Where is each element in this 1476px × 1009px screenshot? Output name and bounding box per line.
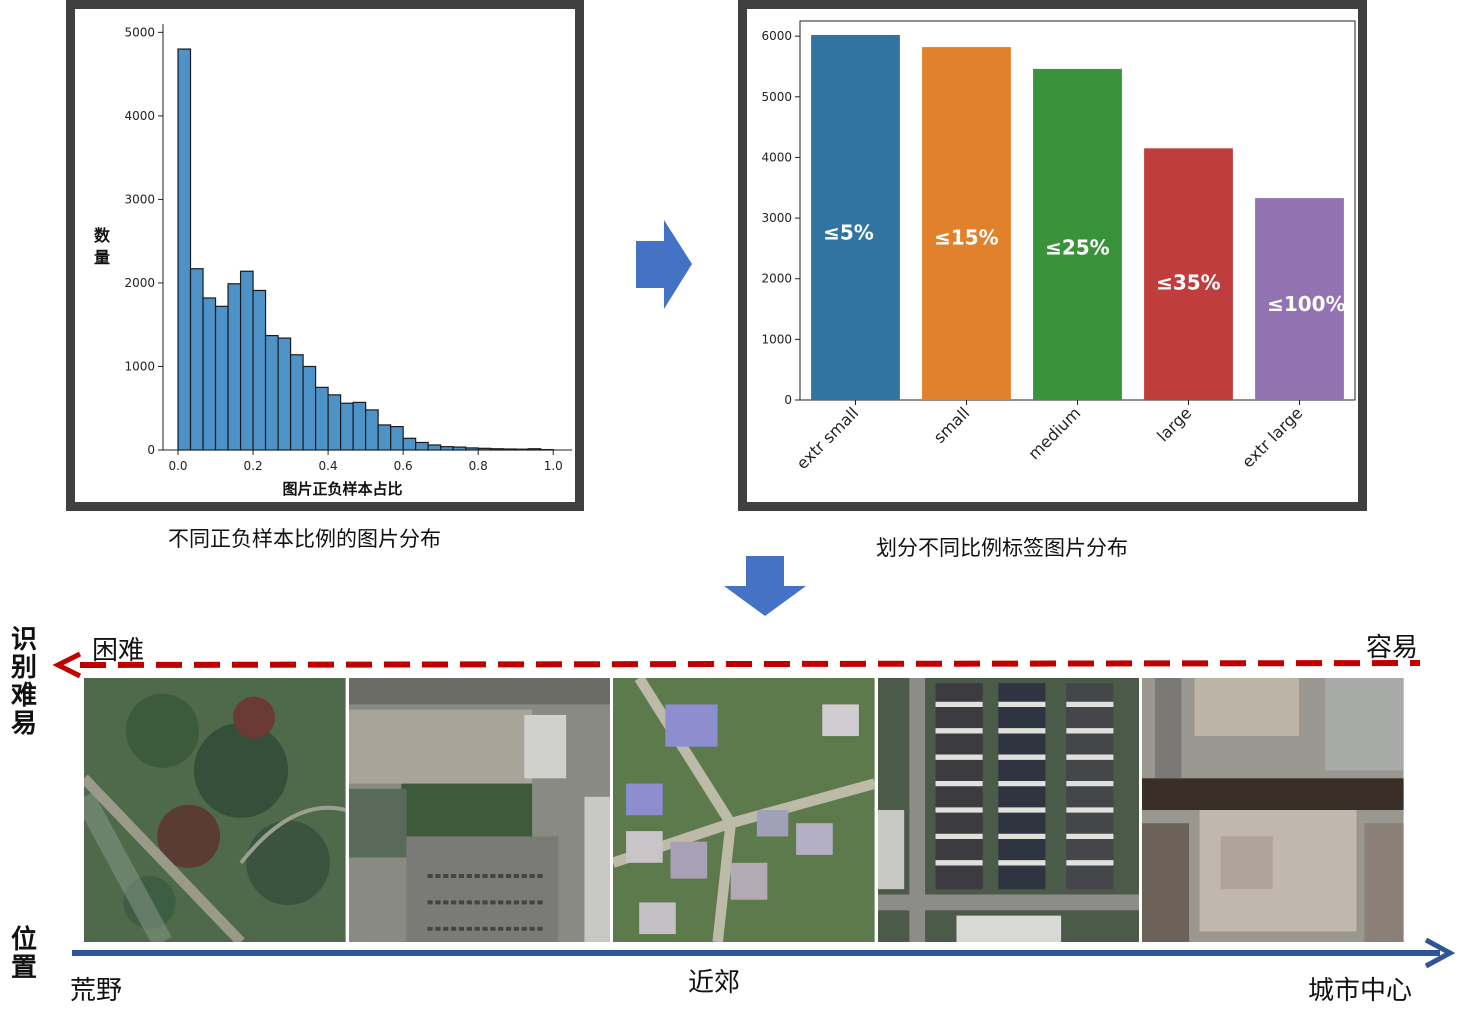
down-arrow-icon xyxy=(724,556,806,616)
y-tick-label: 6000 xyxy=(761,29,792,43)
bar-data-label: ≤100% xyxy=(1267,292,1346,316)
histogram-bar xyxy=(177,48,192,451)
y-tick-label: 2000 xyxy=(124,276,155,290)
histogram-bar xyxy=(289,354,304,451)
histogram-bar xyxy=(239,270,254,451)
y-tick-label: 0 xyxy=(147,443,155,457)
y-tick-label: 5000 xyxy=(124,25,155,39)
category-bar xyxy=(1033,68,1122,400)
difficulty-axis-label: 识别难易 xyxy=(10,626,40,738)
y-tick-label: 2000 xyxy=(761,272,792,286)
bar-caption: 划分不同比例标签图片分布 xyxy=(876,536,1128,560)
histogram-bar xyxy=(365,409,379,451)
histogram-bar xyxy=(402,437,417,451)
x-tick-label: extr small xyxy=(793,403,863,473)
y-tick-label: 0 xyxy=(784,393,792,407)
histogram-chart: 0 1000 2000 3000 4000 5000 0.0 0.2 0.4 0.6 0.8 1.0 图… xyxy=(94,24,572,498)
histogram-bar xyxy=(264,334,279,451)
y-tick-label: 4000 xyxy=(124,109,155,123)
location-axis-label: 位置 xyxy=(10,926,40,982)
y-tick-label: 3000 xyxy=(124,192,155,206)
center-label: 城市中心 xyxy=(1308,976,1413,1006)
histogram-bar xyxy=(427,444,442,451)
right-arrow-icon xyxy=(636,220,692,309)
bar-data-label: ≤5% xyxy=(823,220,874,244)
easy-label: 容易 xyxy=(1366,633,1419,663)
x-axis-label: 图片正负样本占比 xyxy=(282,480,402,498)
histogram-caption: 不同正负样本比例的图片分布 xyxy=(168,527,441,551)
aerial-photo-strip xyxy=(84,678,1404,942)
difficulty-axis-text: 识别难易 xyxy=(10,625,37,739)
aerial-photo-dense-residential xyxy=(877,678,1140,942)
y-tick-label: 4000 xyxy=(761,150,792,164)
histogram-bar xyxy=(214,305,229,451)
y-tick-label: 5000 xyxy=(761,90,792,104)
wild-label: 荒野 xyxy=(70,976,123,1006)
y-axis-label-char: 数 xyxy=(94,226,111,245)
location-axis-text: 位置 xyxy=(10,925,37,983)
histogram-bar xyxy=(189,268,204,451)
histogram-bar xyxy=(277,337,292,451)
y-tick-label: 1000 xyxy=(124,359,155,373)
category-bar-panel: ≤5% extr small ≤15% small ≤25% medium ≤35% larg… xyxy=(738,0,1367,511)
histogram-bar xyxy=(377,424,392,451)
histogram-bar xyxy=(352,401,367,451)
y-tick-label: 3000 xyxy=(761,211,792,225)
histogram-bar xyxy=(252,289,267,451)
x-tick-label: 0.6 xyxy=(394,459,413,473)
difficulty-dashed-line xyxy=(79,660,1421,668)
x-tick-label: large xyxy=(1153,403,1195,445)
right-arrowhead-icon xyxy=(1424,937,1456,969)
hard-label: 困难 xyxy=(92,636,145,666)
histogram-bar xyxy=(440,446,454,451)
x-tick-label: 0.4 xyxy=(319,459,338,473)
histogram-bar xyxy=(315,386,329,451)
histogram-bar xyxy=(339,402,354,451)
left-arrowhead-icon xyxy=(52,651,82,679)
category-bar xyxy=(811,34,900,400)
bar-data-label: ≤25% xyxy=(1045,235,1110,259)
aerial-photo-wilderness xyxy=(84,678,346,942)
x-tick-label: small xyxy=(930,403,974,447)
category-bar xyxy=(922,47,1011,401)
histogram-bar xyxy=(302,365,317,451)
histogram-bar xyxy=(202,297,217,451)
category-bar-chart: ≤5% extr small ≤15% small ≤25% medium ≤35% larg… xyxy=(761,20,1356,473)
aerial-photo-suburb-houses xyxy=(613,678,875,942)
histogram-bar xyxy=(415,441,429,451)
x-tick-label: extr large xyxy=(1238,403,1306,471)
category-bar xyxy=(1144,148,1233,400)
y-axis-label-char: 量 xyxy=(94,248,110,267)
bar-data-label: ≤35% xyxy=(1156,270,1221,294)
x-tick-label: 0.8 xyxy=(469,459,488,473)
histogram-bar xyxy=(327,394,342,451)
histogram-bar xyxy=(227,283,242,451)
x-tick-label: 0.0 xyxy=(168,459,187,473)
histogram-panel: 0 1000 2000 3000 4000 5000 0.0 0.2 0.4 0.6 0.8 1.0 图… xyxy=(66,0,584,511)
aerial-photo-suburb-parking xyxy=(348,678,611,942)
bar-data-label: ≤15% xyxy=(934,226,999,250)
histogram-bar xyxy=(390,426,404,451)
y-tick-label: 1000 xyxy=(761,332,792,346)
x-tick-label: 0.2 xyxy=(244,459,263,473)
aerial-photo-city-center xyxy=(1142,678,1404,942)
category-bar xyxy=(1255,198,1344,400)
x-tick-label: 1.0 xyxy=(544,459,563,473)
x-tick-label: medium xyxy=(1024,403,1084,463)
suburb-label: 近郊 xyxy=(688,968,741,998)
